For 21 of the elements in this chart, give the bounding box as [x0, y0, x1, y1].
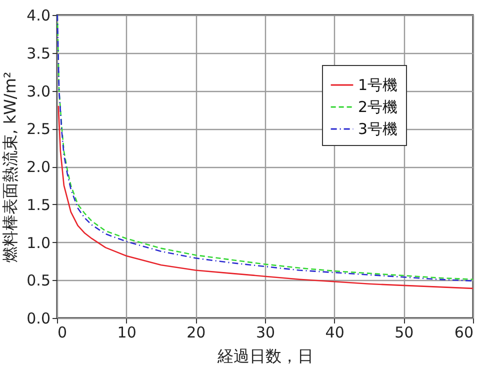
legend-label: 3号機: [358, 120, 398, 138]
x-tick-label: 20: [186, 324, 206, 342]
x-tick-label: 0: [58, 324, 68, 342]
x-tick-label: 30: [256, 324, 276, 342]
y-tick-label: 4.0: [26, 6, 50, 24]
legend-label: 2号機: [358, 98, 398, 116]
x-tick-label: 60: [454, 324, 474, 342]
x-tick-label: 40: [325, 324, 344, 342]
y-axis-title: 燃料棒表面熱流束, kW/m²: [0, 72, 20, 262]
y-tick-label: 3.0: [26, 82, 50, 100]
y-tick-label: 3.5: [26, 44, 50, 62]
y-tick-label: 1.0: [26, 234, 50, 252]
x-axis-title: 経過日数，日: [216, 346, 314, 366]
x-tick-label: 10: [117, 324, 136, 342]
y-tick-label: 0.5: [26, 272, 50, 290]
legend-label: 1号機: [358, 76, 398, 94]
x-tick-label: 50: [394, 324, 414, 342]
y-tick-label: 2.0: [26, 158, 50, 176]
y-tick-label: 2.5: [26, 120, 50, 138]
y-tick-label: 0.0: [26, 310, 50, 328]
y-tick-label: 1.5: [26, 196, 50, 214]
